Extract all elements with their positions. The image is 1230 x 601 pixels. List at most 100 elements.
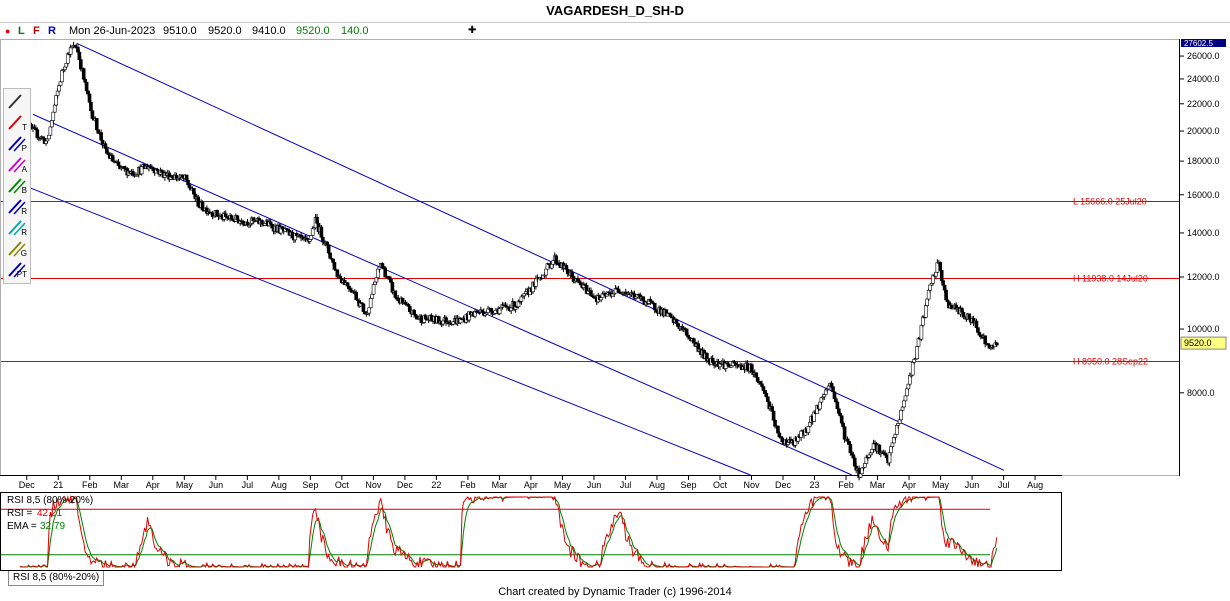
trendline-icon[interactable]: T — [5, 112, 29, 132]
bar-body — [773, 419, 777, 427]
x-tick-label: Dec — [19, 480, 36, 490]
x-tick-label: Apr — [146, 480, 160, 490]
ema-legend-label: EMA = — [7, 521, 37, 532]
bar-body — [223, 213, 228, 217]
y-tick-label: 18000.0 — [1187, 156, 1220, 166]
y-axis: 8000.0 10000.0 12000.0 14000.0 16000.0 18000.… — [1179, 39, 1227, 476]
bar-body — [544, 268, 548, 276]
x-tick-label: Oct — [713, 480, 728, 490]
bar-body — [902, 400, 906, 408]
parallel-channel-icon[interactable]: P — [5, 133, 29, 153]
x-tick-label: Aug — [1027, 480, 1043, 490]
bar-body — [831, 386, 835, 393]
toolbar-item-label: R — [21, 207, 27, 216]
level-label: L 15666.0 25Jul20 — [1073, 197, 1147, 207]
toolbar-item-label: A — [21, 165, 27, 174]
rsi-title: RSI 8,5 (80%-20%) — [7, 495, 93, 506]
bar-body — [692, 338, 696, 343]
y-tick-label: 26000.0 — [1187, 51, 1220, 61]
date-readout: Mon 26-Jun-2023 — [69, 25, 156, 37]
bar-body — [47, 134, 51, 140]
last-price-tag — [1180, 336, 1227, 350]
bar-body — [967, 313, 972, 319]
rsi-line — [19, 495, 998, 569]
x-tick-label: Aug — [271, 480, 287, 490]
bar-body — [519, 296, 524, 302]
y-tick-label: 22000.0 — [1187, 99, 1220, 109]
bar-body — [371, 284, 376, 295]
x-tick-label: Jun — [209, 480, 224, 490]
x-tick-label: Jun — [965, 480, 980, 490]
l-button[interactable]: L — [18, 25, 25, 37]
record-dot-icon[interactable]: ● — [5, 26, 11, 36]
x-tick-label: Apr — [524, 480, 538, 490]
high-readout: 9520.0 — [208, 25, 242, 37]
r-button[interactable]: R — [48, 25, 56, 37]
drawing-toolbar: T P A B R R G PT — [3, 88, 31, 284]
bar-body — [326, 244, 331, 254]
x-tick-label: May — [932, 480, 950, 490]
x-tick-label: Jul — [620, 480, 632, 490]
fib-ratio-icon[interactable]: A — [5, 154, 29, 174]
bar-body — [755, 377, 760, 382]
bar-body — [94, 118, 99, 131]
bar-body — [319, 226, 324, 238]
bar-body — [599, 297, 603, 301]
price-panel — [0, 39, 1180, 476]
bar-body — [890, 442, 895, 447]
bar-body — [51, 111, 56, 121]
x-tick-label: Nov — [365, 480, 382, 490]
bar-body — [260, 220, 264, 224]
x-tick-label: Mar — [870, 480, 886, 490]
x-tick-label: Jul — [242, 480, 254, 490]
y-top-label: 27602.5 — [1184, 39, 1213, 48]
select-x-icon[interactable] — [5, 91, 29, 111]
f-button[interactable]: F — [33, 25, 40, 37]
level-label: H 8950.0 28Sep22 — [1073, 357, 1148, 367]
horizontal-levels: L 15666.0 25Jul20 H 11938.0 14Jul20 H 8950… — [1, 197, 1179, 367]
fib-bars-icon[interactable]: B — [5, 175, 29, 195]
x-tick-label: Nov — [743, 480, 760, 490]
bar-body — [328, 252, 332, 259]
x-axis: Dec 21 Feb Mar Apr May Jun Jul Aug Sep Oct Nov Dec 22… — [0, 475, 1062, 490]
x-tick-label: Mar — [492, 480, 508, 490]
low-readout: 9410.0 — [252, 25, 286, 37]
retracement-icon[interactable]: R — [5, 196, 29, 216]
change-readout: 140.0 — [341, 25, 369, 37]
gann-fan-icon[interactable]: G — [5, 238, 29, 258]
last-price-label: 9520.0 — [1184, 338, 1212, 348]
toolbar-item-label: PT — [16, 270, 27, 279]
x-tick-label: 21 — [53, 480, 63, 490]
x-tick-label: Apr — [902, 480, 916, 490]
x-tick-label: 23 — [810, 480, 820, 490]
toolbar-item-label: G — [20, 249, 27, 258]
rsi-value: 42.21 — [37, 508, 62, 519]
x-tick-label: Sep — [680, 480, 696, 490]
bar-body — [367, 307, 372, 314]
channel-line — [76, 42, 1005, 471]
bar-body — [370, 293, 374, 299]
rsi-tab[interactable]: RSI 8,5 (80%-20%) — [8, 571, 105, 586]
bar-body — [923, 305, 928, 318]
bar-body — [89, 102, 93, 112]
toolbar-item-label: B — [21, 186, 27, 195]
ratio-projection-icon[interactable]: R — [5, 217, 29, 237]
x-tick-label: Jul — [998, 480, 1010, 490]
bar-body — [903, 395, 908, 402]
bar-body — [361, 303, 366, 312]
bar-body — [939, 269, 944, 281]
rsi-legend-label: RSI = — [7, 508, 32, 519]
footer-credit: Chart created by Dynamic Trader (c) 1996… — [498, 586, 732, 598]
close-readout: 9520.0 — [296, 25, 330, 37]
y-tick-label: 16000.0 — [1187, 190, 1220, 200]
pattern-tool-icon[interactable]: PT — [5, 259, 29, 279]
ema-value: 32.79 — [40, 521, 65, 532]
bar-body — [84, 81, 89, 92]
x-tick-label: Feb — [460, 480, 476, 490]
bar-body — [241, 221, 245, 225]
bar-body — [899, 409, 903, 421]
x-tick-label: Oct — [335, 480, 350, 490]
add-icon[interactable]: ✚ — [468, 25, 477, 36]
